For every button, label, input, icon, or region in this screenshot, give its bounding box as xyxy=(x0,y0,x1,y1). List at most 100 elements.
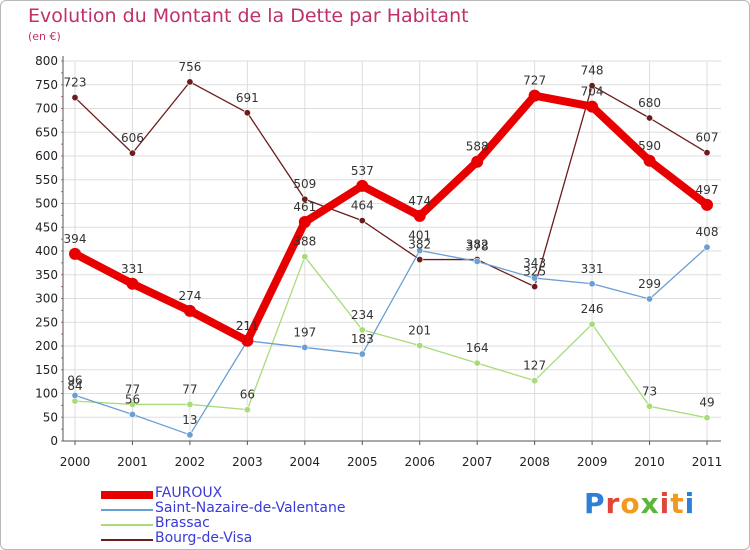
x-tick-label: 2000 xyxy=(60,455,91,469)
data-label-fauroux: 704 xyxy=(581,85,604,99)
legend-label-brassac: Brassac xyxy=(155,515,210,531)
data-point-saint-nazaire-de-valentane xyxy=(128,410,136,418)
data-point-saint-nazaire-de-valentane xyxy=(588,280,596,288)
data-point-brassac xyxy=(243,406,251,414)
y-tick-label: 750 xyxy=(35,78,58,92)
data-point-brassac xyxy=(186,400,194,408)
y-tick-label: 200 xyxy=(35,339,58,353)
data-point-fauroux xyxy=(471,155,484,168)
data-point-bourg-de-visa xyxy=(703,149,711,157)
data-label-fauroux: 537 xyxy=(351,164,374,178)
data-point-bourg-de-visa xyxy=(588,82,596,90)
data-label-brassac: 49 xyxy=(699,396,714,410)
data-label-fauroux: 727 xyxy=(523,74,546,88)
data-point-fauroux xyxy=(183,304,196,317)
x-tick-label: 2007 xyxy=(462,455,493,469)
data-label-saint-nazaire-de-valentane: 401 xyxy=(408,229,431,243)
data-point-bourg-de-visa xyxy=(243,109,251,117)
data-label-fauroux: 274 xyxy=(178,289,201,303)
data-point-fauroux xyxy=(528,89,541,102)
data-label-brassac: 388 xyxy=(293,235,316,249)
data-point-brassac xyxy=(358,326,366,334)
data-label-bourg-de-visa: 756 xyxy=(178,60,201,74)
proxiti-logo: Proxiti xyxy=(584,487,696,520)
data-label-bourg-de-visa: 607 xyxy=(696,131,719,145)
data-label-brassac: 66 xyxy=(240,388,255,402)
data-point-brassac xyxy=(531,377,539,385)
x-tick-label: 2003 xyxy=(232,455,263,469)
series-line-bourg-de-visa xyxy=(74,81,708,288)
data-point-saint-nazaire-de-valentane xyxy=(531,274,539,282)
data-label-bourg-de-visa: 464 xyxy=(351,199,374,213)
y-tick-label: 600 xyxy=(35,149,58,163)
data-point-bourg-de-visa xyxy=(301,195,309,203)
legend-label-saint-nazaire: Saint-Nazaire-de-Valentane xyxy=(155,500,346,516)
data-label-saint-nazaire-de-valentane: 197 xyxy=(293,325,316,339)
data-point-saint-nazaire-de-valentane xyxy=(473,257,481,265)
legend-swatch-brassac xyxy=(101,524,153,526)
x-tick-label: 2011 xyxy=(692,455,723,469)
data-point-fauroux xyxy=(413,209,426,222)
x-tick-label: 2004 xyxy=(290,455,321,469)
data-label-fauroux: 590 xyxy=(638,139,661,153)
y-tick-label: 450 xyxy=(35,220,58,234)
legend-label-bourg-de-visa: Bourg-de-Visa xyxy=(155,530,253,546)
data-label-fauroux: 588 xyxy=(466,140,489,154)
data-label-bourg-de-visa: 606 xyxy=(121,131,144,145)
data-point-saint-nazaire-de-valentane xyxy=(703,243,711,251)
data-point-brassac xyxy=(416,342,424,350)
data-label-brassac: 234 xyxy=(351,308,374,322)
y-tick-label: 0 xyxy=(50,434,58,448)
data-point-bourg-de-visa xyxy=(186,78,194,86)
x-tick-label: 2010 xyxy=(634,455,665,469)
y-tick-label: 300 xyxy=(35,292,58,306)
data-point-fauroux xyxy=(69,247,81,260)
y-tick-label: 800 xyxy=(35,54,58,68)
data-label-saint-nazaire-de-valentane: 183 xyxy=(351,332,374,346)
y-tick-label: 350 xyxy=(35,268,58,282)
data-label-brassac: 201 xyxy=(408,324,431,338)
data-label-fauroux: 211 xyxy=(236,319,259,333)
y-tick-label: 100 xyxy=(35,387,58,401)
series-line-brassac xyxy=(74,256,708,419)
data-label-brassac: 73 xyxy=(642,384,657,398)
chart-subtitle: (en €) xyxy=(28,30,61,43)
data-label-fauroux: 497 xyxy=(696,183,719,197)
x-tick-label: 2009 xyxy=(577,455,608,469)
legend-swatch-saint-nazaire xyxy=(101,509,153,511)
data-point-brassac xyxy=(588,320,596,328)
data-label-fauroux: 461 xyxy=(293,200,316,214)
y-tick-label: 650 xyxy=(35,125,58,139)
data-point-fauroux xyxy=(643,154,656,167)
data-label-saint-nazaire-de-valentane: 211 xyxy=(236,319,259,333)
x-tick-label: 2006 xyxy=(404,455,435,469)
data-label-saint-nazaire-de-valentane: 408 xyxy=(696,225,719,239)
data-point-saint-nazaire-de-valentane xyxy=(358,350,366,358)
data-label-saint-nazaire-de-valentane: 13 xyxy=(182,413,197,427)
data-point-saint-nazaire-de-valentane xyxy=(186,431,194,439)
data-point-fauroux xyxy=(241,334,254,347)
y-tick-label: 500 xyxy=(35,197,58,211)
y-tick-label: 550 xyxy=(35,173,58,187)
data-point-brassac xyxy=(128,400,136,408)
y-tick-label: 150 xyxy=(35,363,58,377)
data-label-brassac: 77 xyxy=(125,382,140,396)
data-label-brassac: 77 xyxy=(182,382,197,396)
data-point-bourg-de-visa xyxy=(71,94,79,102)
y-tick-label: 250 xyxy=(35,315,58,329)
data-point-bourg-de-visa xyxy=(128,149,136,157)
data-point-saint-nazaire-de-valentane xyxy=(416,247,424,255)
data-point-fauroux xyxy=(126,277,139,290)
series-line-fauroux xyxy=(73,91,710,345)
data-point-brassac xyxy=(646,402,654,410)
data-label-brassac: 127 xyxy=(523,359,546,373)
data-label-bourg-de-visa: 680 xyxy=(638,96,661,110)
x-tick-label: 2008 xyxy=(519,455,550,469)
data-label-bourg-de-visa: 723 xyxy=(64,76,87,90)
data-point-bourg-de-visa xyxy=(416,256,424,264)
data-point-fauroux xyxy=(298,216,311,229)
data-point-saint-nazaire-de-valentane xyxy=(301,343,309,351)
series-line-saint-nazaire-de-valentane xyxy=(74,246,708,436)
